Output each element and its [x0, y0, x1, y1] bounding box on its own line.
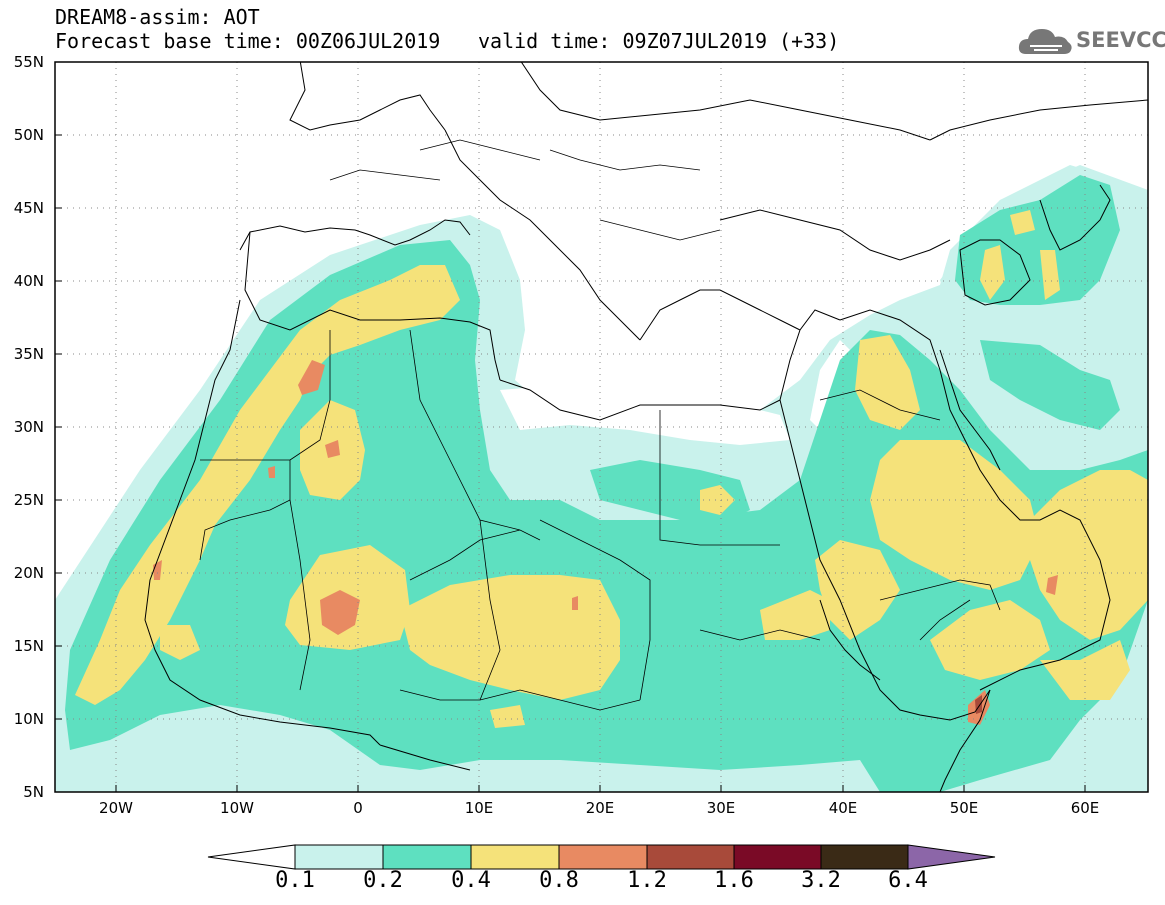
lon-label: 40E	[828, 799, 858, 817]
lon-label: 30E	[706, 799, 736, 817]
colorbar-label: 0.1	[275, 868, 315, 893]
graticule	[55, 62, 1148, 792]
lat-label: 30N	[13, 418, 44, 436]
forecast-base-time: Forecast base time: 00Z06JUL2019	[55, 29, 441, 53]
lon-label: 20W	[99, 799, 133, 817]
map-title: DREAM8-assim: AOT	[55, 5, 260, 29]
colorbar-label: 6.4	[888, 868, 928, 893]
lat-label: 20N	[13, 564, 44, 582]
colorbar-label: 0.4	[451, 868, 491, 893]
colorbar-swatch	[733, 844, 822, 870]
colorbar-label: 1.2	[627, 868, 667, 893]
lat-label: 50N	[13, 126, 44, 144]
aot-band-0.4	[75, 265, 460, 705]
colorbar-swatch	[820, 844, 909, 870]
lat-label: 45N	[13, 199, 44, 217]
borders	[199, 139, 1001, 711]
lon-label: 20E	[585, 799, 615, 817]
colorbar-label: 1.6	[714, 868, 754, 893]
lat-label: 25N	[13, 491, 44, 509]
lat-label: 55N	[13, 53, 44, 71]
lon-label: 10E	[464, 799, 494, 817]
lat-label: 15N	[13, 637, 44, 655]
valid-time: valid time: 09Z07JUL2019 (+33)	[478, 29, 840, 53]
lat-label: 10N	[13, 710, 44, 728]
lon-label: 50E	[949, 799, 979, 817]
coastlines	[144, 62, 1148, 792]
colorbar-label: 3.2	[801, 868, 841, 893]
axis-ticks	[55, 61, 1086, 792]
colorbar-swatch-upper	[907, 844, 996, 870]
lat-label: 35N	[13, 345, 44, 363]
colorbar-label: 0.8	[539, 868, 579, 893]
logo-text: SEEVCCC	[1076, 28, 1165, 52]
colorbar-swatch	[470, 844, 560, 870]
aot-band-0.8	[298, 360, 325, 395]
colorbar-swatch	[294, 844, 384, 870]
colorbar-swatch	[382, 844, 472, 870]
lon-label: 10W	[220, 799, 254, 817]
colorbar	[207, 844, 996, 870]
colorbar-label: 0.2	[363, 868, 403, 893]
cloud-icon	[1018, 29, 1072, 54]
lon-label: 60E	[1070, 799, 1100, 817]
colorbar-swatch-lower	[207, 844, 296, 870]
lat-label: 5N	[23, 783, 44, 801]
lat-label: 40N	[13, 272, 44, 290]
colorbar-swatch	[558, 844, 648, 870]
seevccc-logo: SEEVCCC	[1018, 24, 1165, 58]
lon-label: 0	[353, 799, 363, 817]
colorbar-swatch	[646, 844, 735, 870]
